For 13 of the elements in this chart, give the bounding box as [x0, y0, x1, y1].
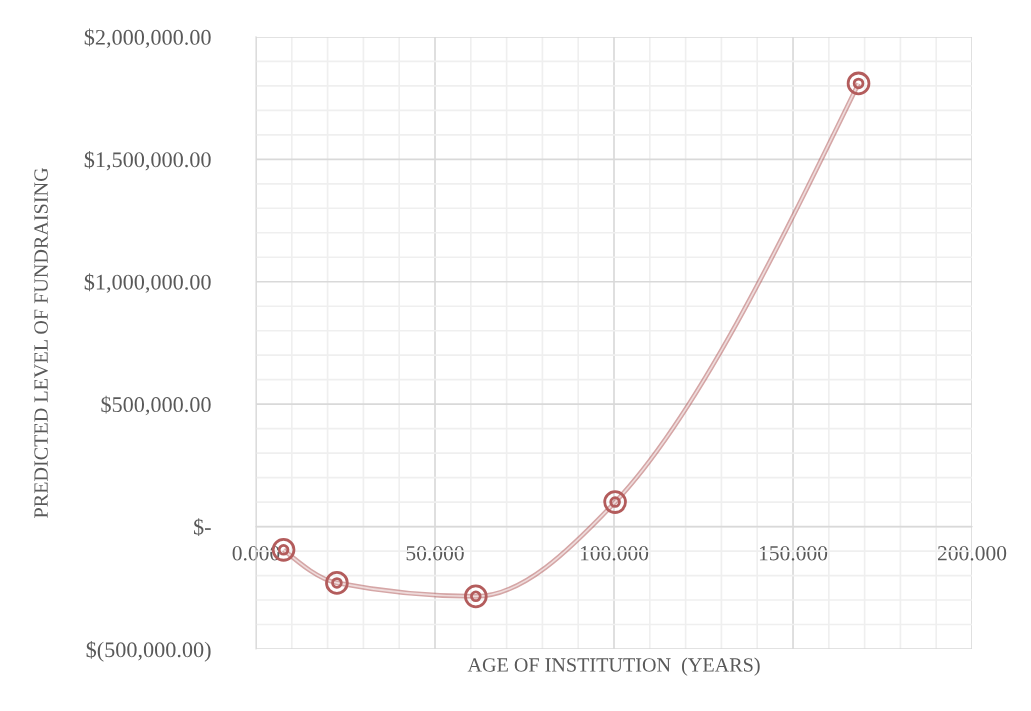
y-axis-title: PREDICTED LEVEL OF FUNDRAISING: [34, 168, 48, 518]
point: [846, 71, 871, 96]
y-tick-label: $500,000.00: [101, 395, 211, 416]
x-tick-label: 200.000: [937, 545, 1007, 561]
point: [464, 584, 488, 609]
y-tick-label: $1,000,000.00: [84, 273, 211, 293]
y-tick-label: $-: [194, 518, 211, 536]
y-tick-label: $2,000,000.00: [84, 28, 211, 49]
x-axis-title: AGE OF INSTITUTION (YEARS): [467, 657, 760, 676]
point: [325, 571, 349, 595]
y-tick-label: $(500,000.00): [86, 640, 211, 662]
y-tick-label: $1,500,000.00: [84, 150, 211, 171]
point: [603, 490, 627, 514]
